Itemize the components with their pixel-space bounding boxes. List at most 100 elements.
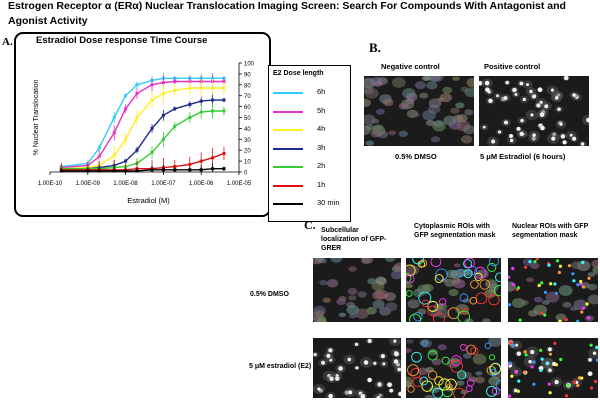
gfp-image-dmso: [313, 258, 401, 322]
legend-label: 6h: [317, 87, 326, 96]
legend-swatch: [273, 110, 303, 113]
data-point: [199, 110, 203, 114]
row-label-dmso: 0.5% DMSO: [250, 291, 289, 298]
row-label-estradiol: 5 μM estradiol (E2): [249, 363, 312, 370]
y-tick-label: 40: [244, 127, 251, 133]
data-point: [150, 150, 154, 154]
legend-item: 3h: [269, 140, 350, 156]
y-tick-label: 50: [244, 116, 251, 122]
y-tick-label: 10: [244, 160, 251, 166]
legend-swatch: [273, 166, 303, 168]
column-label-nuclear: Nuclear ROIs with GFP segmentation mask: [512, 223, 589, 239]
data-point: [222, 151, 226, 155]
data-point: [211, 156, 215, 160]
data-point: [211, 98, 215, 102]
data-point: [222, 167, 226, 171]
data-point: [59, 169, 63, 173]
data-point: [211, 167, 215, 171]
legend-label: 3h: [317, 142, 326, 152]
y-tick-label: 0: [244, 171, 248, 177]
data-point: [112, 116, 116, 119]
data-point: [173, 165, 177, 169]
x-tick-label: 1.00E-06: [189, 181, 214, 187]
data-point: [211, 86, 215, 90]
data-point: [124, 169, 128, 173]
data-point: [199, 159, 203, 163]
data-point: [150, 98, 154, 102]
y-tick-label: 80: [244, 83, 251, 89]
data-point: [173, 168, 177, 172]
panel-b-letter: B.: [369, 40, 381, 55]
chart-title: Estradiol Dose response Time Course: [36, 35, 208, 46]
column-label-cytoplasmic: Cytoplasmic ROIs with GFP segmentation m…: [414, 223, 496, 239]
nuclear-mask-image-dmso: [508, 258, 598, 322]
legend-swatch: [273, 129, 303, 131]
data-point: [150, 83, 154, 87]
panel-c-letter: C.: [304, 218, 316, 232]
legend-item: 1h: [269, 177, 350, 193]
legend-item: 30 min: [269, 195, 350, 211]
x-tick-label: 1.00E-09: [76, 181, 101, 187]
legend-swatch: [273, 203, 303, 205]
positive-control-label: Positive control: [484, 62, 541, 71]
data-point: [135, 116, 139, 119]
legend-item: 4h: [269, 121, 350, 137]
series-line: [61, 77, 224, 168]
legend-swatch: [273, 147, 303, 150]
data-point: [112, 131, 116, 135]
series-line: [61, 110, 224, 170]
data-point: [135, 169, 139, 173]
data-point: [211, 109, 215, 113]
y-tick-label: 30: [244, 138, 251, 144]
data-point: [161, 168, 165, 172]
chart-legend: E2 Dose length 6h 5h 4h 3h 2h 1h 30 min: [268, 65, 351, 222]
legend-label: 2h: [317, 161, 326, 170]
data-point: [188, 162, 192, 166]
data-point: [173, 88, 177, 92]
data-point: [188, 116, 192, 119]
data-point: [97, 146, 101, 150]
data-point: [222, 86, 226, 90]
data-point: [199, 99, 203, 103]
legend-item: 2h: [269, 158, 350, 174]
data-point: [161, 92, 165, 96]
data-point: [135, 92, 139, 96]
nuclear-mask-image-estradiol: [508, 338, 598, 398]
legend-item: 5h: [269, 103, 350, 119]
data-point: [135, 83, 139, 87]
x-tick-label: 1.00E-07: [151, 181, 176, 187]
negative-control-label: Negative control: [381, 62, 440, 71]
data-point: [199, 168, 203, 172]
data-point: [222, 109, 226, 113]
legend-swatch: [273, 92, 303, 94]
legend-label: 5h: [317, 105, 326, 115]
positive-control-image: [479, 76, 589, 146]
data-point: [161, 81, 165, 85]
data-point: [161, 113, 165, 117]
column-label-gfp: Subcellular localization of GFP-GRER: [321, 227, 387, 252]
x-axis-label: Estradiol (M): [127, 196, 170, 205]
data-point: [173, 107, 177, 111]
legend-label: 1h: [317, 179, 326, 189]
data-point: [124, 107, 128, 111]
page-title: Estrogen Receptor α (ERα) Nuclear Transl…: [8, 0, 566, 27]
data-point: [161, 137, 165, 141]
gfp-image-estradiol: [313, 338, 401, 398]
data-point: [173, 124, 177, 128]
data-point: [199, 86, 203, 90]
series-line: [61, 87, 224, 170]
cytoplasmic-mask-image-estradiol: [406, 338, 501, 398]
cytoplasmic-mask-image-dmso: [406, 258, 501, 322]
data-point: [222, 98, 226, 102]
x-tick-label: 1.00E-10: [38, 181, 63, 187]
data-point: [124, 137, 128, 141]
panel-a-letter: A.: [2, 36, 13, 48]
y-tick-label: 100: [244, 62, 255, 68]
x-tick-label: 1.00E-05: [227, 181, 252, 187]
data-point: [112, 154, 116, 158]
y-tick-label: 60: [244, 105, 251, 111]
x-tick-label: 1.00E-08: [113, 181, 138, 187]
data-point: [150, 126, 154, 130]
y-axis-label: % Nuclear Translocation: [33, 79, 40, 155]
